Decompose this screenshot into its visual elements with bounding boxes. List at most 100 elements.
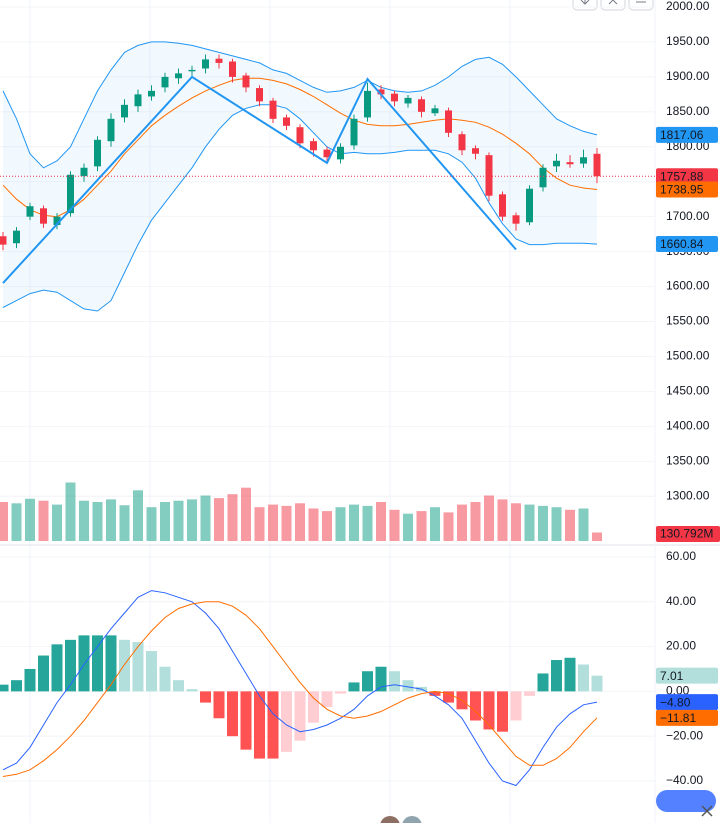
volume-bar: [187, 499, 197, 541]
y-tick-label: 0.00: [666, 684, 690, 698]
histogram-bar: [146, 651, 157, 692]
histogram-bar: [497, 691, 508, 732]
candle-body: [526, 188, 533, 223]
y-tick-label: 1700.00: [666, 209, 710, 223]
avatar: [380, 816, 400, 823]
volume-bar: [592, 532, 602, 541]
y-tick-label: 40.00: [666, 594, 696, 608]
histogram-bar: [281, 691, 292, 752]
candle-body: [215, 58, 223, 63]
histogram-bar: [173, 680, 184, 692]
candle-body: [418, 99, 425, 112]
histogram-bar: [132, 642, 144, 692]
candle-body: [242, 75, 250, 88]
volume-bar: [11, 503, 22, 541]
histogram-bar: [11, 680, 22, 692]
histogram-bar: [51, 644, 63, 692]
macd-line: [2, 601, 598, 777]
volume-bar: [362, 505, 373, 541]
price-label-box: [656, 181, 718, 198]
y-tick-label: 2000.00: [666, 0, 710, 13]
volume-bar: [214, 498, 224, 541]
histogram-bar: [537, 673, 549, 692]
chat-button[interactable]: [656, 790, 716, 812]
histogram-bar: [92, 635, 103, 692]
price-label: 1660.84: [660, 237, 704, 251]
volume-label-box: [656, 526, 720, 542]
band-lower: [2, 104, 598, 312]
icon: [580, 0, 590, 5]
volume-bar: [227, 494, 238, 541]
volume-bar: [119, 505, 130, 541]
price-label-box: [656, 126, 718, 143]
y-tick-label: 1350.00: [666, 453, 710, 467]
volume-bar: [511, 503, 521, 541]
price-label-box: [656, 236, 718, 253]
candle-body: [310, 141, 317, 151]
histogram-bar: [591, 675, 603, 692]
candle-body: [161, 76, 169, 88]
candle-body: [512, 215, 520, 224]
histogram-bar: [267, 691, 279, 759]
macd-line: [2, 590, 598, 787]
histogram-bar: [200, 691, 211, 703]
histogram-bar: [186, 689, 198, 692]
volume-bar: [281, 505, 292, 541]
volume-bar: [565, 509, 575, 541]
volume-bar: [538, 505, 548, 541]
histogram-bar: [65, 639, 76, 692]
candle-body: [377, 89, 385, 95]
candle-body: [364, 90, 371, 118]
histogram-bar: [24, 668, 36, 692]
candle-body: [107, 118, 115, 142]
volume-bar: [322, 511, 332, 541]
volume-bar: [578, 508, 589, 541]
price-label: −11.81: [660, 711, 696, 725]
maximize-button[interactable]: [628, 0, 654, 11]
candle-body: [269, 100, 277, 119]
candle-body: [337, 146, 344, 160]
candle-body: [580, 157, 587, 164]
volume-bar: [295, 503, 305, 541]
collapse-button[interactable]: [600, 0, 626, 11]
candle-body: [323, 149, 331, 158]
candle-body: [350, 118, 358, 146]
candle-body: [229, 61, 236, 77]
histogram-bar: [429, 691, 441, 696]
candle-body: [188, 69, 196, 72]
volume-bar: [65, 482, 76, 541]
y-tick-label: 1550.00: [666, 314, 710, 328]
zigzag: [2, 75, 517, 284]
histogram-bar: [78, 635, 90, 692]
histogram-bar: [402, 680, 414, 692]
volume-bar: [335, 507, 346, 541]
histogram-bar: [483, 691, 495, 730]
scroll-button[interactable]: [572, 0, 598, 11]
candle-body: [94, 139, 101, 167]
y-tick-label: 1600.00: [666, 279, 710, 293]
candle-body: [553, 160, 560, 167]
candle-body: [566, 162, 574, 165]
avatar: [402, 816, 422, 823]
histogram-bar: [159, 666, 171, 692]
volume-bar: [551, 507, 562, 541]
candle-body: [256, 88, 263, 102]
candle-body: [121, 104, 128, 118]
price-label: −4.80: [660, 695, 691, 709]
volume-bar: [160, 502, 170, 541]
histogram-bar: [470, 691, 481, 721]
histogram-bar: [213, 691, 225, 719]
candle-body: [134, 94, 142, 107]
histogram-bar: [564, 657, 576, 692]
close-button[interactable]: [701, 805, 713, 817]
moving-average: [2, 77, 598, 218]
candle-body: [499, 194, 506, 217]
candle-body: [40, 208, 47, 224]
candle-body: [148, 90, 155, 97]
candle-body: [472, 148, 479, 154]
histogram-bar: [294, 691, 306, 741]
price-label: 1738.95: [660, 183, 704, 197]
y-tick-label: 1900.00: [666, 69, 710, 83]
icon: [608, 0, 618, 5]
